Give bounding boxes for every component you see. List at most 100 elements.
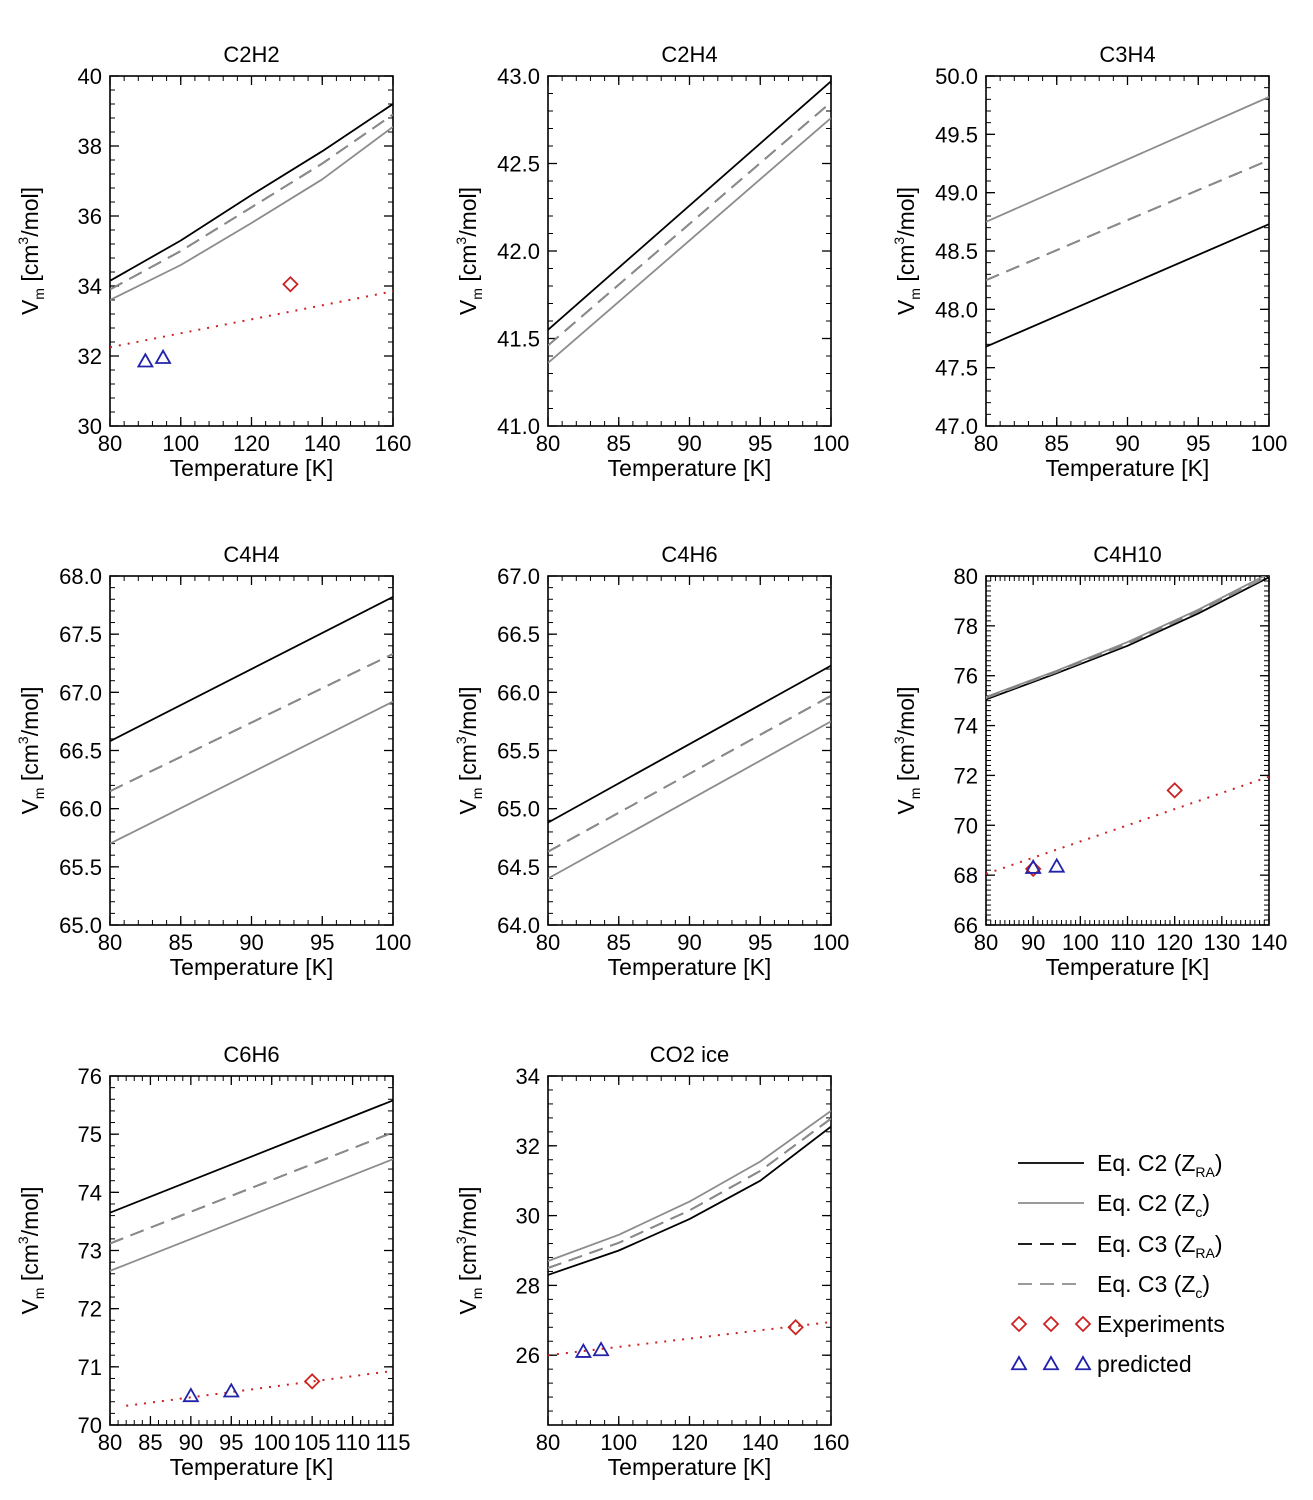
series-eq-c3-zc- bbox=[110, 1131, 393, 1245]
y-axis-label: Vm [cm3/mol] bbox=[15, 187, 47, 315]
plot-data bbox=[548, 80, 831, 364]
plot-data bbox=[986, 576, 1269, 878]
legend-diamond-marker bbox=[1042, 1315, 1060, 1333]
x-axis-label: Temperature [K] bbox=[608, 954, 772, 980]
panel-title: C3H4 bbox=[1099, 42, 1155, 67]
panel-title: CO2 ice bbox=[650, 1042, 729, 1067]
experiment-marker bbox=[1024, 860, 1042, 878]
series-eq-c2-zra- bbox=[548, 1125, 831, 1276]
x-tick-label: 80 bbox=[974, 930, 998, 955]
y-tick-label: 72 bbox=[954, 763, 978, 788]
x-tick-label: 85 bbox=[138, 1430, 162, 1455]
x-axis-label: Temperature [K] bbox=[1046, 954, 1210, 980]
y-tick-label: 48.5 bbox=[935, 239, 978, 264]
y-tick-label: 68.0 bbox=[59, 564, 102, 589]
x-tick-label: 100 bbox=[1251, 431, 1288, 456]
plot-data bbox=[110, 596, 393, 845]
y-tick-label: 30 bbox=[516, 1204, 540, 1229]
series-eq-c3-zra- bbox=[110, 113, 393, 291]
plot-data bbox=[986, 96, 1269, 348]
legend-diamond-marker bbox=[1074, 1315, 1092, 1333]
y-tick-label: 32 bbox=[516, 1134, 540, 1159]
x-tick-label: 80 bbox=[974, 431, 998, 456]
series-eq-c2-zc- bbox=[110, 126, 393, 301]
panel-c3h4: C3H4 80 85 90 95 100 47.0 47.5 48.0 48.5 49.0 49.5 5… bbox=[891, 42, 1287, 481]
legend-label: predicted bbox=[1097, 1351, 1192, 1377]
x-tick-label: 85 bbox=[607, 930, 631, 955]
y-tick-label: 28 bbox=[516, 1273, 540, 1298]
predicted-marker bbox=[574, 1342, 592, 1358]
y-tick-label: 80 bbox=[954, 564, 978, 589]
x-tick-label: 80 bbox=[98, 1430, 122, 1455]
x-tick-label: 100 bbox=[1062, 930, 1099, 955]
x-axis-label: Temperature [K] bbox=[1046, 455, 1210, 481]
x-tick-label: 100 bbox=[162, 431, 199, 456]
series-eq-c3-zc- bbox=[110, 653, 393, 793]
x-tick-label: 100 bbox=[813, 431, 850, 456]
y-tick-label: 34 bbox=[516, 1064, 540, 1089]
y-tick-label: 32 bbox=[78, 344, 102, 369]
legend-item: Eq. C2 (ZRA) bbox=[1018, 1150, 1223, 1180]
y-axis-label: Vm [cm3/mol] bbox=[15, 1186, 47, 1314]
series-eq-c3-zc- bbox=[986, 159, 1269, 282]
y-tick-label: 74 bbox=[954, 714, 978, 739]
y-axis-label: Vm [cm3/mol] bbox=[453, 187, 485, 315]
series-eq-c2-zra- bbox=[110, 103, 393, 282]
legend-triangle-marker bbox=[1074, 1355, 1092, 1371]
y-tick-label: 67.5 bbox=[59, 622, 102, 647]
y-tick-label: 72 bbox=[78, 1297, 102, 1322]
panel-title: C4H10 bbox=[1093, 542, 1161, 567]
x-tick-label: 120 bbox=[671, 1430, 708, 1455]
x-tick-label: 105 bbox=[294, 1430, 331, 1455]
y-axis-label: Vm [cm3/mol] bbox=[891, 686, 923, 814]
plot-data bbox=[548, 1110, 831, 1358]
y-tick-label: 76 bbox=[954, 664, 978, 689]
y-tick-label: 64.0 bbox=[497, 913, 540, 938]
predicted-marker bbox=[1048, 857, 1066, 873]
y-tick-label: 36 bbox=[78, 204, 102, 229]
panel-c2h4: C2H4 80 85 90 95 100 41.0 41.5 42.0 42.5 43.0 Tempe… bbox=[453, 42, 849, 481]
plot-frame bbox=[109, 1075, 394, 1426]
series-fit bbox=[986, 775, 1269, 875]
panel-c2h2: C2H2 80 100 120 140 160 30 32 34 36 38 40 Temperatur… bbox=[15, 42, 411, 481]
series-eq-c2-zra- bbox=[548, 80, 831, 331]
series-eq-c3-zc- bbox=[548, 1117, 831, 1269]
predicted-marker bbox=[154, 348, 172, 364]
x-tick-label: 90 bbox=[677, 930, 701, 955]
x-tick-label: 80 bbox=[536, 930, 560, 955]
y-tick-label: 67.0 bbox=[497, 564, 540, 589]
series-eq-c2-zc- bbox=[986, 96, 1269, 223]
legend-label: Eq. C2 (ZRA) bbox=[1097, 1150, 1223, 1180]
plot-frame bbox=[547, 75, 832, 427]
y-tick-label: 65.5 bbox=[497, 739, 540, 764]
x-tick-label: 120 bbox=[1156, 930, 1193, 955]
legend-diamond-marker bbox=[1010, 1315, 1028, 1333]
plot-data bbox=[110, 103, 393, 368]
y-tick-label: 78 bbox=[954, 614, 978, 639]
legend-label: Eq. C2 (Zc) bbox=[1097, 1190, 1210, 1220]
x-tick-label: 100 bbox=[253, 1430, 290, 1455]
y-tick-label: 67.0 bbox=[59, 680, 102, 705]
y-tick-label: 66.0 bbox=[497, 680, 540, 705]
legend-label: Eq. C3 (ZRA) bbox=[1097, 1231, 1223, 1261]
panel-co2-ice: CO2 ice 80 100 120 140 160 26 28 30 32 34 Temperatu… bbox=[453, 1042, 849, 1480]
panel-c4h6: C4H6 80 85 90 95 100 64.0 64.5 65.0 65.5 66.0 66.5 6… bbox=[453, 542, 849, 980]
y-tick-label: 76 bbox=[78, 1064, 102, 1089]
x-tick-label: 95 bbox=[310, 930, 334, 955]
series-fit bbox=[126, 1369, 393, 1407]
series-eq-c2-zc- bbox=[110, 1158, 393, 1272]
plot-frame bbox=[109, 75, 394, 427]
y-axis-label: Vm [cm3/mol] bbox=[891, 187, 923, 315]
plot-frame bbox=[547, 1075, 832, 1426]
panels: C2H2 80 100 120 140 160 30 32 34 36 38 40 Temperatur… bbox=[15, 42, 1287, 1480]
y-tick-label: 30 bbox=[78, 414, 102, 439]
x-axis-label: Temperature [K] bbox=[608, 1454, 772, 1480]
series-eq-c2-zc- bbox=[110, 700, 393, 845]
legend-item: Eq. C3 (ZRA) bbox=[1018, 1231, 1223, 1261]
series-eq-c2-zc- bbox=[986, 576, 1267, 698]
x-tick-label: 90 bbox=[677, 431, 701, 456]
plot-frame bbox=[109, 575, 394, 926]
series-eq-c2-zra- bbox=[986, 223, 1269, 348]
predicted-marker bbox=[222, 1382, 240, 1398]
y-tick-label: 40 bbox=[78, 64, 102, 89]
